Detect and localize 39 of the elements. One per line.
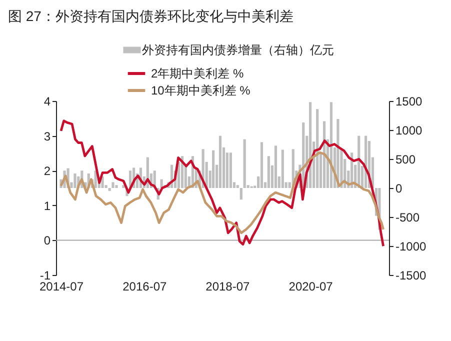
legend-label: 10年期中美利差 % [151,84,251,98]
legend-label: 外资持有国内债券增量（右轴）亿元 [142,43,334,57]
y-tick-label: 0 [44,234,51,248]
bar [316,109,319,188]
chart-title: 图 27：外资持有国内债券环比变化与中美利差 [8,8,294,26]
line-series [60,120,385,248]
y2-tick-label: 1500 [396,94,423,108]
bar [115,185,118,188]
x-tick-label: 2016-07 [122,280,167,294]
bar [267,156,270,188]
y-tick-label: 1 [44,198,51,213]
x-tick-label: 2020-07 [288,280,334,294]
y-tick-label: 3 [44,129,51,144]
bar [108,188,111,191]
bar [112,182,114,188]
y2-tick-label: -1000 [396,240,427,254]
bar [74,174,76,188]
bar [260,142,264,188]
legend-label: 2年期中美利差 % [151,66,244,80]
bar [274,146,278,188]
bar [236,185,239,188]
y-tick-label: -1 [40,268,51,282]
bar [243,139,246,188]
y2-tick-label: -1500 [396,268,427,282]
bar [160,179,163,188]
y2-tick-label: -500 [396,210,420,224]
x-tick-label: 2018-07 [206,280,250,294]
y2-tick-label: 0 [396,182,402,196]
bar [240,188,242,200]
bar [212,150,215,188]
y-tick-label: 4 [44,94,51,108]
y-tick-label: 2 [44,164,51,178]
y2-tick-label: 500 [396,152,416,166]
line-series [60,151,385,234]
x-tick-label: 2014-07 [39,280,84,294]
y2-tick-label: 1000 [396,124,423,138]
bar [218,136,222,188]
bar [281,150,284,188]
bar [229,152,232,188]
